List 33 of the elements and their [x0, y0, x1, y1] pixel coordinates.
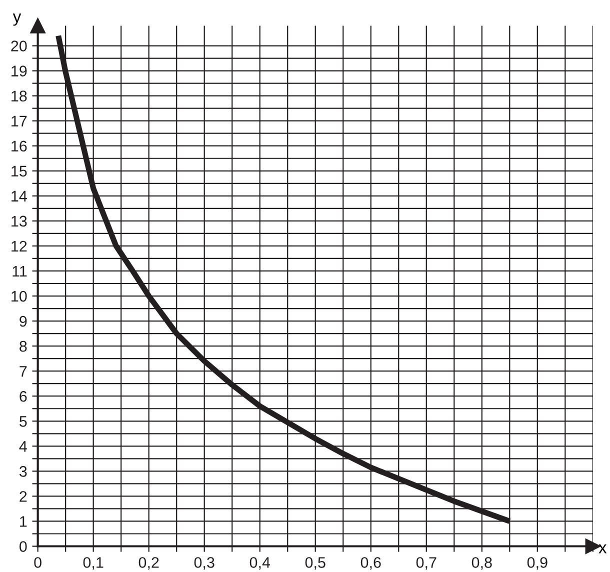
y-tick-label: 15 [12, 166, 27, 177]
x-tick-label: 0,7 [416, 557, 436, 570]
x-axis-title: x [598, 544, 607, 554]
y-tick-label: 19 [12, 66, 27, 76]
y-tick-label: 6 [20, 390, 27, 402]
y-tick-label: 1 [20, 516, 27, 527]
y-tick-label: 4 [19, 441, 27, 452]
x-tick-label: 0,2 [138, 557, 159, 570]
x-tick-label: 0,5 [305, 557, 326, 570]
y-tick-label: 17 [12, 116, 27, 126]
y-axis-title: y [12, 13, 22, 26]
y-tick-label: 16 [12, 140, 27, 152]
y-tick-label: 10 [12, 290, 27, 302]
x-tick-label: 0,3 [194, 557, 214, 570]
y-tick-label: 20 [11, 40, 27, 52]
y-tick-label: 0 [20, 541, 27, 552]
y-tick-label: 2 [20, 491, 27, 502]
y-tick-label: 12 [12, 240, 27, 252]
x-tick-label: 0 [34, 557, 42, 568]
y-tick-label: 3 [19, 466, 27, 477]
x-tick-label: 0,1 [83, 557, 104, 570]
y-tick-label: 7 [20, 366, 27, 377]
y-tick-label: 13 [12, 216, 27, 227]
y-tick-label: 11 [12, 266, 27, 277]
x-tick-label: 0,8 [472, 557, 492, 570]
y-tick-label: 14 [12, 190, 27, 202]
x-tick-label: 0,4 [250, 557, 270, 570]
y-tick-label: 9 [20, 316, 27, 327]
y-tick-label: 8 [20, 340, 27, 352]
x-tick-label: 0,9 [527, 557, 548, 570]
y-tick-label: 18 [12, 90, 27, 102]
x-tick-label: 0,6 [360, 557, 381, 570]
y-tick-label: 5 [20, 416, 27, 427]
